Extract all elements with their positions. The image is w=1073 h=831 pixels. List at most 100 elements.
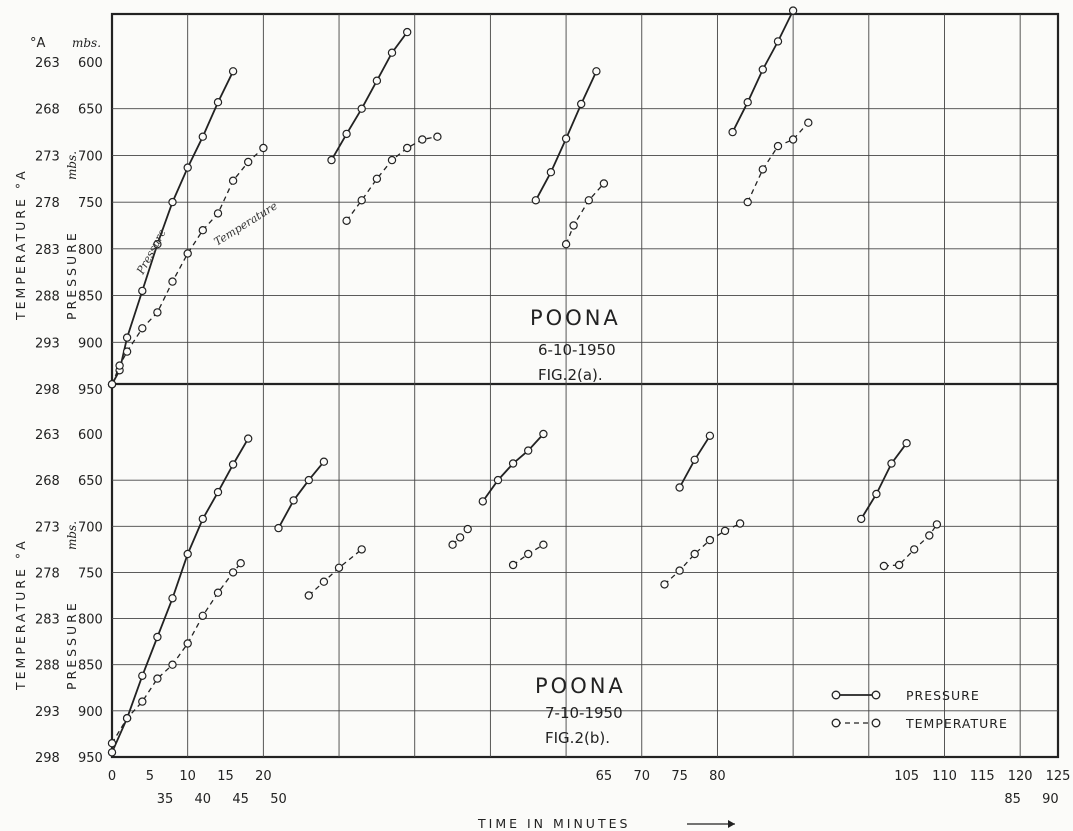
pressure-point bbox=[357, 104, 366, 113]
temperature-tick-label: 288 bbox=[35, 290, 60, 305]
temperature-point bbox=[705, 535, 715, 545]
temperature-point bbox=[183, 639, 192, 648]
temperature-tick-label: 263 bbox=[35, 428, 60, 443]
temperature-unit-header: °A bbox=[30, 36, 46, 51]
pressure-point bbox=[198, 514, 207, 524]
x-tick-label: 15 bbox=[217, 769, 234, 784]
x-tick-label: 120 bbox=[1008, 769, 1033, 784]
pressure-point bbox=[524, 446, 533, 455]
temperature-line bbox=[111, 562, 242, 744]
temperature-point bbox=[879, 561, 889, 571]
pressure-line bbox=[482, 433, 545, 502]
temperature-point bbox=[433, 132, 442, 141]
x-tick-label: 75 bbox=[671, 769, 688, 784]
x-tick-label: 65 bbox=[596, 769, 613, 784]
temperature-point bbox=[463, 524, 472, 534]
temperature-point bbox=[804, 118, 813, 127]
x-tick-labels: 0 5 10 15 20 65 70 75 80 105 110 115 120 125 35 40 45 50 8… bbox=[108, 769, 1071, 807]
x-tick-label: 85 bbox=[1004, 792, 1021, 807]
temperature-point bbox=[403, 143, 412, 153]
pressure-point bbox=[304, 475, 313, 485]
pressure-tick-label: 900 bbox=[78, 336, 103, 351]
legend: PRESSURE TEMPERATURE bbox=[831, 688, 1007, 731]
x-tick-label: 35 bbox=[157, 792, 174, 807]
temperature-point bbox=[122, 347, 132, 356]
x-tick-label: 115 bbox=[970, 769, 995, 784]
plot-fig-2b bbox=[107, 429, 942, 757]
temperature-point bbox=[138, 324, 147, 333]
temperature-point bbox=[788, 135, 798, 144]
temperature-point bbox=[342, 216, 351, 225]
pressure-line bbox=[277, 461, 325, 529]
temperature-point bbox=[569, 221, 578, 230]
temperature-point bbox=[932, 520, 942, 529]
temperature-point bbox=[138, 697, 147, 706]
pressure-point bbox=[887, 459, 896, 468]
temperature-point bbox=[334, 563, 344, 573]
pressure-point bbox=[872, 489, 881, 499]
temperature-point bbox=[387, 155, 397, 165]
temperature-point bbox=[304, 591, 313, 600]
pressure-point bbox=[138, 671, 147, 681]
temperature-point bbox=[690, 549, 699, 559]
pressure-point bbox=[493, 475, 503, 485]
temperature-tick-label: 283 bbox=[35, 613, 60, 628]
pressure-point bbox=[728, 127, 737, 137]
temperature-point bbox=[122, 714, 132, 723]
pressure-point bbox=[153, 632, 162, 642]
figure-label-b: FIG.2(b). bbox=[545, 729, 610, 747]
pressure-point bbox=[168, 197, 177, 207]
temperature-tick-label: 298 bbox=[35, 751, 60, 766]
temperature-point bbox=[228, 176, 238, 185]
pressure-point bbox=[243, 434, 253, 443]
pressure-point bbox=[546, 167, 556, 177]
temperature-point bbox=[372, 174, 382, 183]
pressure-point bbox=[902, 439, 911, 448]
temperature-point bbox=[743, 197, 752, 207]
pressure-tick-label: 750 bbox=[78, 196, 103, 211]
pressure-point bbox=[213, 97, 223, 107]
grid bbox=[110, 12, 1060, 759]
temperature-tick-label: 273 bbox=[35, 149, 60, 164]
pressure-point bbox=[539, 429, 548, 439]
subtitle-b: 7-10-1950 bbox=[545, 704, 623, 722]
temperature-annotation: Temperature bbox=[212, 199, 280, 248]
x-tick-label: 105 bbox=[894, 769, 919, 784]
figure-label-a: FIG.2(a). bbox=[538, 366, 603, 384]
temperature-point bbox=[524, 549, 533, 559]
legend-pressure-marker-left bbox=[831, 690, 841, 700]
pressure-point bbox=[675, 483, 684, 492]
x-tick-label: 45 bbox=[232, 792, 249, 807]
temperature-point bbox=[455, 533, 465, 542]
temperature-tick-label: 263 bbox=[35, 56, 60, 71]
pressure-point bbox=[183, 163, 192, 172]
temperature-point bbox=[720, 526, 730, 536]
temperature-point bbox=[599, 179, 609, 188]
temperature-point bbox=[198, 611, 207, 621]
temperature-tick-label: 268 bbox=[35, 474, 60, 489]
temperature-tick-label: 273 bbox=[35, 520, 60, 535]
pressure-tick-label: 700 bbox=[78, 149, 103, 164]
legend-temperature-marker-right bbox=[871, 718, 881, 728]
pressure-line bbox=[330, 31, 408, 161]
temperature-axis-label-a: TEMPERATURE °A bbox=[13, 168, 28, 321]
pressure-point bbox=[531, 196, 541, 205]
title-a: POONA bbox=[530, 306, 621, 330]
temperature-point bbox=[259, 143, 268, 153]
pressure-point bbox=[228, 67, 238, 76]
legend-pressure-marker-right bbox=[871, 690, 881, 700]
temperature-point bbox=[925, 531, 934, 540]
temperature-tick-label: 283 bbox=[35, 243, 60, 258]
temperature-point bbox=[357, 196, 366, 205]
pressure-point bbox=[403, 27, 412, 37]
temperature-point bbox=[183, 249, 192, 258]
pressure-tick-label: 750 bbox=[78, 566, 103, 581]
temperature-point bbox=[115, 361, 124, 370]
x-tick-label: 125 bbox=[1046, 769, 1071, 784]
x-tick-label: 40 bbox=[195, 792, 212, 807]
pressure-point bbox=[168, 594, 177, 603]
temperature-point bbox=[418, 135, 427, 144]
temperature-point bbox=[236, 559, 245, 568]
pressure-point bbox=[561, 134, 571, 143]
